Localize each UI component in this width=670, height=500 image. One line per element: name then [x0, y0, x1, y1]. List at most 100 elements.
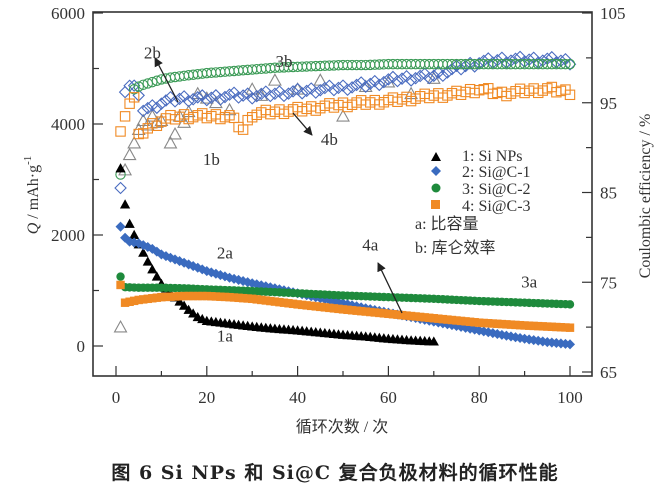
y2-tick-label: 95	[600, 94, 617, 113]
square-data-point	[116, 280, 125, 290]
y2-axis-title: Coulombic efficiency / %	[637, 114, 654, 279]
legend: 1: Si NPs 2: Si@C-1 3: Si@C-2 4: Si@C-3 …	[415, 148, 531, 257]
y-axis-title-sup: -1	[22, 156, 34, 165]
diamond-data-point	[118, 85, 132, 99]
diamond-data-point	[268, 87, 282, 101]
x-tick-label: 20	[198, 388, 215, 407]
diamond-data-point	[186, 92, 200, 106]
triangle-data-point	[122, 147, 137, 161]
diamond-data-point	[350, 78, 363, 92]
series-capacity-3-si-c-2	[116, 272, 575, 309]
diamond-data-point	[214, 93, 227, 106]
diamond-data-point	[373, 78, 386, 92]
legend-entry-si-c-3: 4: Si@C-3	[431, 198, 531, 215]
diamond-data-point	[191, 91, 204, 104]
figure-caption: 图 6 Si NPs 和 Si@C 复合负极材料的循环性能	[111, 462, 559, 484]
legend-entry-si-c-1: 2: Si@C-1	[431, 164, 531, 181]
square-data-point	[564, 89, 576, 101]
diamond-data-point	[155, 97, 168, 110]
annotation-layer: 1a 2a 3a 4a 1b 2b 3b 4b	[144, 44, 538, 346]
triangle-data-point	[428, 336, 439, 346]
y2-tick-label: 65	[600, 363, 617, 382]
diamond-data-point	[168, 95, 182, 108]
annotation-2a: 2a	[217, 243, 234, 262]
diamond-data-point	[459, 59, 472, 73]
triangle-data-point	[178, 300, 190, 310]
triangle-data-point	[147, 264, 158, 274]
diamond-data-point	[359, 80, 372, 93]
legend-entry-si-nps: 1: Si NPs	[431, 148, 522, 165]
annotation-3b: 3b	[275, 52, 292, 71]
diamond-data-point	[314, 83, 327, 97]
circle-data-point	[560, 58, 571, 70]
diamond-data-point	[363, 77, 377, 91]
diamond-data-point	[332, 81, 345, 95]
triangle-data-point	[336, 109, 350, 122]
triangle-data-point	[127, 136, 142, 149]
diamond-data-point	[404, 74, 418, 87]
triangle-data-point	[163, 136, 178, 149]
diamond-data-point	[295, 87, 309, 100]
circle-data-point	[565, 300, 575, 309]
circle-data-point	[564, 58, 576, 70]
diamond-data-point	[468, 60, 481, 73]
diamond-data-point	[409, 71, 422, 85]
square-data-point	[115, 126, 126, 137]
y2-tick-label: 85	[600, 184, 617, 203]
triangle-data-point	[119, 199, 131, 209]
y-axis-title-symbol: Q	[25, 222, 42, 234]
diamond-data-point	[382, 73, 395, 86]
annotation-3a: 3a	[521, 273, 538, 292]
diamond-data-point	[250, 89, 264, 103]
triangle-data-point	[124, 218, 135, 228]
legend-entry-si-c-2: 3: Si@C-2	[431, 181, 531, 198]
diamond-data-point	[150, 101, 164, 115]
legend-label: 2: Si@C-1	[462, 164, 531, 181]
x-tick-label: 40	[289, 388, 306, 407]
series-layer	[113, 50, 577, 350]
legend-diamond-marker	[431, 166, 441, 176]
diamond-data-point	[309, 86, 323, 99]
diamond-data-point	[564, 339, 576, 350]
triangle-data-point	[151, 271, 162, 281]
legend-circle-marker	[431, 183, 441, 193]
diamond-data-point	[200, 93, 214, 107]
diamond-data-point	[436, 69, 450, 83]
y-tick-label: 0	[77, 337, 86, 356]
triangle-data-point	[168, 127, 182, 140]
diamond-data-point	[182, 94, 195, 108]
diamond-data-point	[300, 84, 313, 98]
legend-label: 1: Si NPs	[462, 148, 522, 165]
diamond-data-point	[422, 71, 436, 85]
diamond-data-point	[377, 75, 391, 89]
triangle-data-point	[113, 319, 128, 333]
x-tick-label: 100	[557, 388, 583, 407]
arrow-4b-icon	[292, 112, 313, 136]
diamond-data-point	[141, 101, 155, 115]
triangle-data-point	[267, 73, 282, 86]
square-data-point	[565, 323, 575, 332]
series-coulombic_efficiency-3-si-c-2	[115, 58, 576, 180]
y-tick-label: 2000	[51, 226, 85, 245]
diamond-data-point	[127, 79, 141, 92]
x-tick-label: 80	[471, 388, 488, 407]
diamond-data-point	[236, 89, 250, 102]
triangle-data-point	[183, 304, 194, 314]
x-tick-label: 0	[112, 388, 121, 407]
diamond-data-point	[441, 66, 454, 79]
legend-label: 3: Si@C-2	[462, 181, 531, 198]
diamond-data-point	[264, 89, 277, 103]
diamond-data-point	[255, 87, 268, 101]
diamond-data-point	[218, 90, 232, 104]
triangle-data-point	[142, 256, 153, 266]
y-axis-title: Q / mAh·g-1	[22, 156, 42, 235]
diamond-data-point	[327, 83, 341, 97]
triangle-data-point	[188, 308, 199, 318]
triangle-data-point	[115, 163, 126, 173]
axes-layer: 0 20 40 60 80 100 0 2000 4000 6000 65 75 85 95 105	[51, 4, 626, 407]
y-axis-title-unit: / mAh·g	[25, 165, 42, 223]
diamond-data-point	[427, 69, 441, 83]
diamond-data-point	[245, 92, 259, 105]
arrow-4a-icon	[377, 262, 403, 314]
y-tick-label: 6000	[51, 4, 85, 23]
